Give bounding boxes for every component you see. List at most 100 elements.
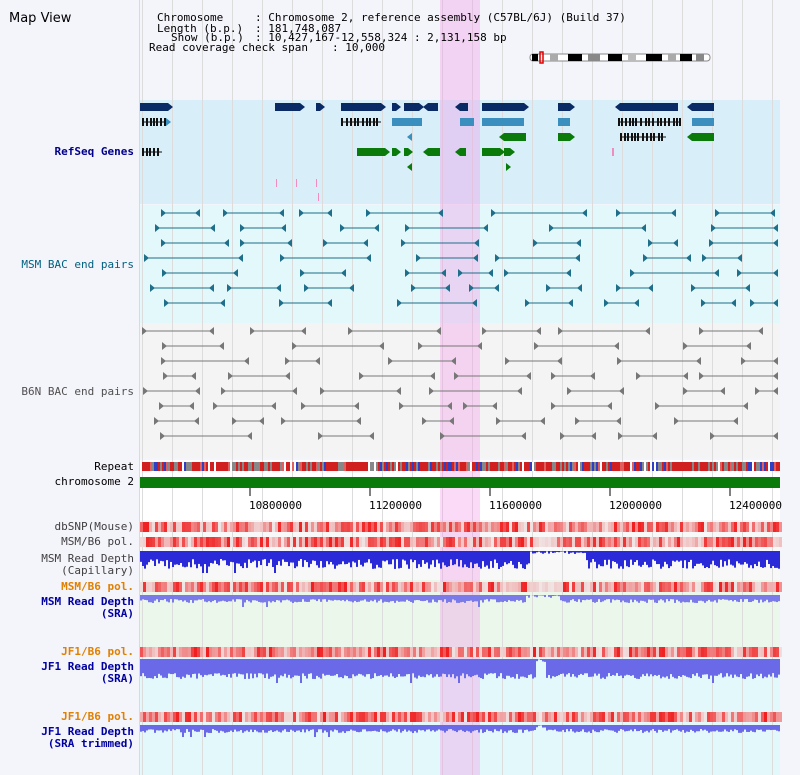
msm-capillary-depth-bar <box>584 551 586 553</box>
jf1-pol-trim-heat-cell <box>254 712 257 722</box>
msm-pol-sra-heat-cell <box>548 582 551 592</box>
jf1-pol-trim-heat-cell <box>575 712 578 722</box>
msm-bac-label[interactable]: MSM BAC end pairs <box>21 258 134 271</box>
repeat-block <box>254 462 256 471</box>
jf1-trim-depth-bar <box>524 725 526 731</box>
msm-pol-heat-cell <box>545 537 548 547</box>
msm-capillary-depth-bar <box>414 551 416 561</box>
dbsnp-heat-cell <box>179 522 182 532</box>
jf1-pol-heat-cell <box>506 647 509 657</box>
jf1-trim-depth-bar <box>170 725 172 731</box>
jf1-sra-depth-bar <box>160 659 162 676</box>
msm-bac-pair-end <box>773 299 778 307</box>
msm-pol-heat-cell <box>764 537 767 547</box>
dbsnp-heat-cell <box>359 522 362 532</box>
dbsnp-heat-cell <box>536 522 539 532</box>
msm-read-depth-label-1[interactable]: MSM Read Depth <box>41 552 134 565</box>
jf1-b6-pol-label-2[interactable]: JF1/B6 pol. <box>61 710 134 723</box>
msm-sra-depth-bar <box>210 595 212 603</box>
msm-capillary-depth-bar <box>148 551 150 563</box>
repeat-block <box>178 462 180 471</box>
repeat-block <box>488 462 490 471</box>
dbsnp-heat-cell <box>362 522 365 532</box>
repeat-block <box>732 462 734 471</box>
msm-b6-pol-label-1[interactable]: MSM/B6 pol. <box>61 535 134 548</box>
jf1-read-depth-label-1[interactable]: JF1 Read Depth <box>41 660 134 673</box>
msm-pol-heat-cell <box>188 537 191 547</box>
dbsnp-heat-cell <box>383 522 386 532</box>
jf1-trim-depth-bar <box>290 725 292 730</box>
msm-sra-depth-bar <box>566 595 568 603</box>
repeat-block <box>240 462 242 471</box>
repeat-block <box>374 462 376 471</box>
selection-highlight[interactable] <box>440 0 480 775</box>
b6n-bac-pair-end <box>388 357 393 365</box>
msm-capillary-depth-bar <box>452 551 454 566</box>
msm-pol-sra-heat-cell <box>296 582 299 592</box>
msm-sra-depth-bar <box>740 595 742 600</box>
dbsnp-heat-cell <box>653 522 656 532</box>
jf1-pol-trim-heat-cell <box>341 712 344 722</box>
msm-sra-depth-bar <box>480 595 482 601</box>
jf1-pol-heat-cell <box>209 647 212 657</box>
msm-pol-heat-cell <box>374 537 377 547</box>
msm-pol-sra-heat-cell <box>560 582 563 592</box>
msm-capillary-depth-bar <box>332 551 334 565</box>
jf1-pol-heat-cell <box>656 647 659 657</box>
repeat-block <box>514 462 516 471</box>
repeat-block <box>284 462 286 471</box>
msm-pol-sra-heat-cell <box>353 582 356 592</box>
jf1-pol-trim-heat-cell <box>320 712 323 722</box>
repeat-block <box>592 462 594 471</box>
jf1-sra-depth-bar <box>702 659 704 675</box>
msm-bac-pair-end <box>340 224 345 232</box>
jf1-trim-depth-bar <box>324 725 326 731</box>
repeat-label[interactable]: Repeat <box>94 460 134 473</box>
msm-capillary-depth-bar <box>582 551 584 554</box>
repeat-block <box>696 462 698 471</box>
repeat-block <box>422 462 424 471</box>
msm-sra-depth-bar <box>744 595 746 600</box>
b6n-bac-label[interactable]: B6N BAC end pairs <box>21 385 134 398</box>
msm-sra-depth-bar <box>762 595 764 603</box>
b6n-bac-pair-end <box>250 327 255 335</box>
jf1-trim-depth-bar <box>532 725 534 731</box>
jf1-trim-depth-bar <box>430 725 432 732</box>
jf1-read-depth-label-2[interactable]: JF1 Read Depth <box>41 725 134 738</box>
b6n-bac-pair-end <box>194 417 199 425</box>
chromosome-ideogram[interactable] <box>528 51 712 65</box>
msm-capillary-depth-bar <box>474 551 476 564</box>
jf1-pol-trim-heat-cell <box>644 712 647 722</box>
jf1-pol-heat-cell <box>146 647 149 657</box>
msm-bac-pair-end <box>280 254 285 262</box>
msm-pol-sra-heat-cell <box>371 582 374 592</box>
repeat-block <box>302 462 304 471</box>
msm-pol-heat-cell <box>479 537 482 547</box>
jf1-sra-depth-bar <box>674 659 676 679</box>
jf1-sra-depth-bar <box>766 659 768 678</box>
jf1-trim-depth-bar <box>590 725 592 733</box>
jf1-trim-depth-bar <box>618 725 620 731</box>
dbsnp-heat-cell <box>569 522 572 532</box>
msm-sra-depth-bar <box>690 595 692 600</box>
dbsnp-heat-cell <box>677 522 680 532</box>
dbsnp-heat-cell <box>170 522 173 532</box>
jf1-trim-depth-bar <box>722 725 724 732</box>
msm-sra-depth-bar <box>668 595 670 602</box>
jf1-pol-trim-heat-cell <box>638 712 641 722</box>
msm-read-depth-label-2[interactable]: MSM Read Depth <box>41 595 134 608</box>
repeat-block <box>710 462 712 471</box>
msm-pol-sra-heat-cell <box>686 582 689 592</box>
msm-b6-pol-label-2[interactable]: MSM/B6 pol. <box>61 580 134 593</box>
msm-pol-sra-heat-cell <box>359 582 362 592</box>
jf1-pol-heat-cell <box>614 647 617 657</box>
msm-pol-sra-heat-cell <box>677 582 680 592</box>
dbsnp-label[interactable]: dbSNP(Mouse) <box>54 520 134 533</box>
dbsnp-heat-cell <box>350 522 353 532</box>
dbsnp-heat-cell <box>185 522 188 532</box>
refseq-genes-label[interactable]: RefSeq Genes <box>54 145 134 158</box>
repeat-block <box>770 462 772 471</box>
jf1-b6-pol-label-1[interactable]: JF1/B6 pol. <box>61 645 134 658</box>
jf1-sra-depth-bar <box>352 659 354 675</box>
